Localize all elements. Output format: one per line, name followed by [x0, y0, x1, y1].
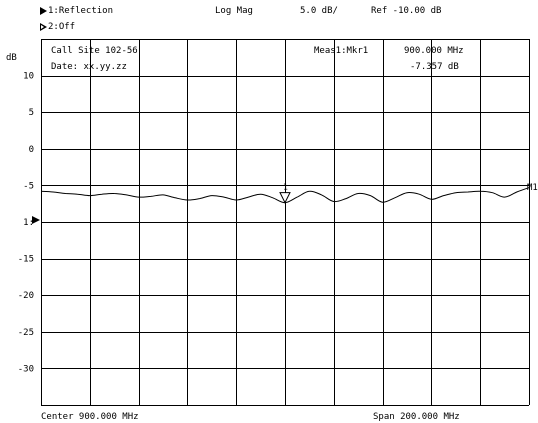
- center-frequency[interactable]: Center 900.000 MHz: [41, 412, 139, 422]
- marker1-triangle-icon[interactable]: [279, 192, 291, 204]
- scale-label[interactable]: 5.0 dB/: [300, 6, 338, 16]
- channel2-label[interactable]: 2:Off: [48, 22, 76, 32]
- marker-readout-freq: 900.000 MHz: [404, 46, 464, 56]
- y-tick-label: 10: [23, 72, 34, 82]
- marker1-number: 1: [283, 183, 288, 192]
- channel1-label[interactable]: 1:Reflection: [48, 6, 114, 16]
- y-tick-label: 0: [29, 145, 34, 155]
- y-tick-label: -15: [18, 255, 34, 265]
- y-tick-labels: 10 5 0 -5 1: -15 -20 -25 -30: [18, 72, 34, 375]
- span-frequency[interactable]: Span 200.000 MHz: [373, 412, 460, 422]
- y-axis-unit: dB: [6, 53, 17, 63]
- y-tick-label: -25: [18, 328, 34, 338]
- y-tick-label: 5: [29, 108, 34, 118]
- format-label[interactable]: Log Mag: [215, 6, 253, 16]
- channel1-active-icon: [40, 7, 47, 15]
- y-tick-label: 1:: [23, 218, 34, 228]
- date-annotation: Date: xx.yy.zz: [51, 62, 127, 72]
- marker-readout-value: -7.357 dB: [410, 62, 459, 72]
- right-marker-label: M1: [527, 183, 538, 193]
- graticule: [41, 39, 530, 406]
- trace-group: 1: [40, 183, 530, 204]
- reference-label[interactable]: Ref -10.00 dB: [371, 6, 442, 16]
- marker-readout-label: Meas1:Mkr1: [314, 46, 369, 56]
- y-tick-label: -30: [18, 364, 34, 374]
- y-tick-label: -5: [23, 181, 34, 191]
- y-tick-label: -20: [18, 291, 34, 301]
- reference-position-icon: [32, 216, 40, 224]
- channel2-inactive-icon: [40, 23, 47, 31]
- site-annotation: Call Site 102-56: [51, 46, 138, 56]
